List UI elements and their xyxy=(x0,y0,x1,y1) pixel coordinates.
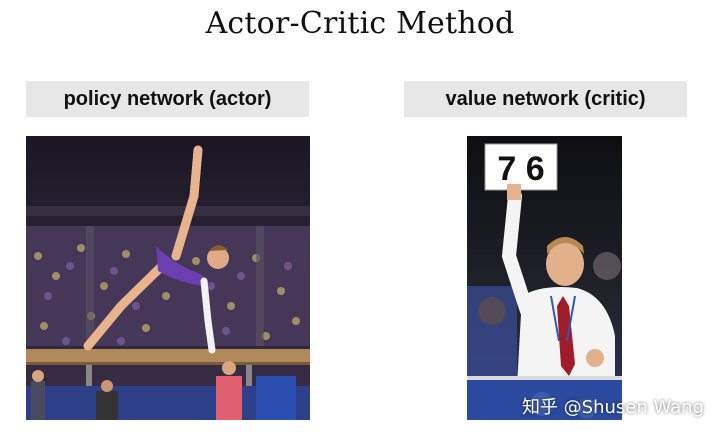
score-card-text: 7 6 xyxy=(497,150,544,188)
slide-title: Actor-Critic Method xyxy=(205,6,515,41)
watermark: 知乎 @Shusen Wang xyxy=(521,397,704,418)
gymnast-photo xyxy=(26,136,310,420)
critic-label: value network (critic) xyxy=(404,81,687,117)
actor-label: policy network (actor) xyxy=(26,81,309,117)
judge-photo: 7 6 xyxy=(467,136,622,420)
